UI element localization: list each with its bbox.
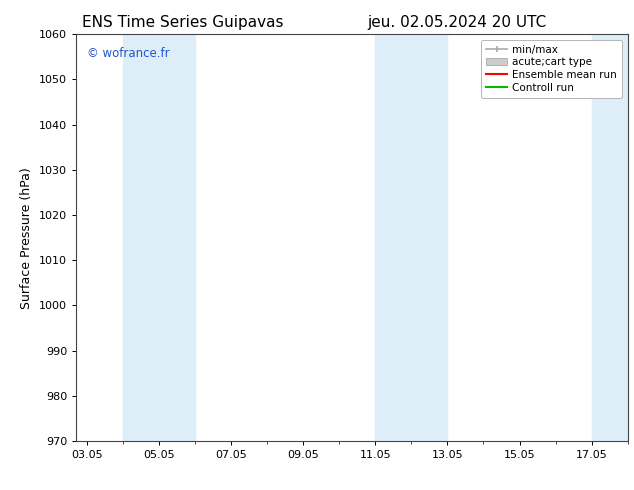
Text: © wofrance.fr: © wofrance.fr [87,47,170,59]
Y-axis label: Surface Pressure (hPa): Surface Pressure (hPa) [20,167,34,309]
Bar [123,34,195,441]
Bar [592,34,628,441]
Legend: min/max, acute;cart type, Ensemble mean run, Controll run: min/max, acute;cart type, Ensemble mean … [481,40,623,98]
Text: jeu. 02.05.2024 20 UTC: jeu. 02.05.2024 20 UTC [368,15,547,30]
Bar [375,34,448,441]
Text: ENS Time Series Guipavas: ENS Time Series Guipavas [82,15,284,30]
